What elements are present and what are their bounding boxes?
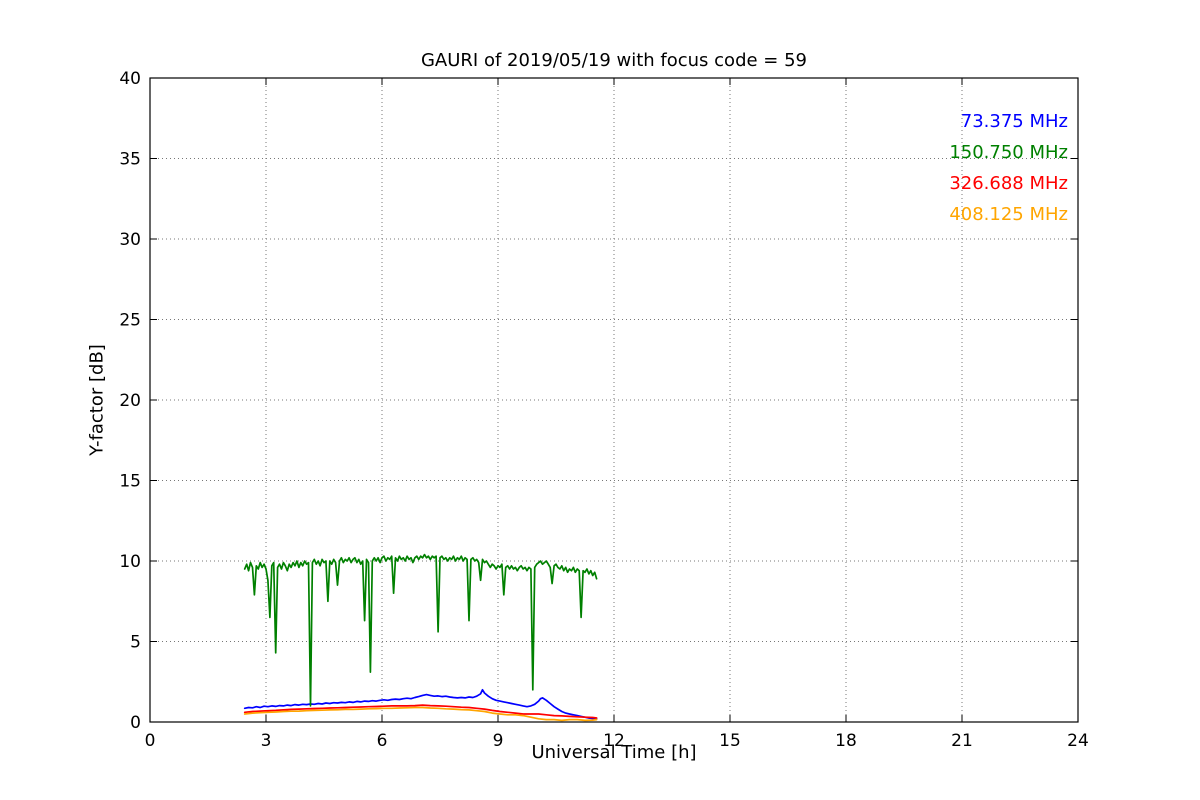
legend-item-326mhz: 326.688 MHz <box>949 173 1068 194</box>
y-tick-label: 40 <box>119 69 141 89</box>
x-tick-label: 6 <box>377 731 388 751</box>
y-tick-label: 15 <box>119 472 141 492</box>
y-tick-label: 10 <box>119 552 141 572</box>
x-tick-label: 3 <box>261 731 272 751</box>
x-tick-label: 12 <box>603 731 625 751</box>
y-tick-label: 5 <box>130 633 141 653</box>
x-tick-label: 15 <box>719 731 741 751</box>
x-tick-label: 24 <box>1067 731 1089 751</box>
y-tick-label: 20 <box>119 391 141 411</box>
y-tick-label: 30 <box>119 230 141 250</box>
y-axis-label: Y-factor [dB] <box>86 344 108 456</box>
x-tick-label: 9 <box>493 731 504 751</box>
legend-item-408mhz: 408.125 MHz <box>949 204 1068 225</box>
y-tick-label: 25 <box>119 311 141 331</box>
x-axis-label: Universal Time [h] <box>531 742 697 763</box>
y-tick-label: 35 <box>119 150 141 170</box>
legend: 73.375 MHz 150.750 MHz 326.688 MHz 408.1… <box>949 106 1068 230</box>
legend-item-73mhz: 73.375 MHz <box>960 111 1068 132</box>
chart-title: GAURI of 2019/05/19 with focus code = 59 <box>420 50 807 71</box>
x-tick-label: 21 <box>951 731 973 751</box>
x-tick-label: 18 <box>835 731 857 751</box>
y-tick-label: 0 <box>130 713 141 733</box>
x-tick-label: 0 <box>145 731 156 751</box>
legend-item-150mhz: 150.750 MHz <box>949 142 1068 163</box>
